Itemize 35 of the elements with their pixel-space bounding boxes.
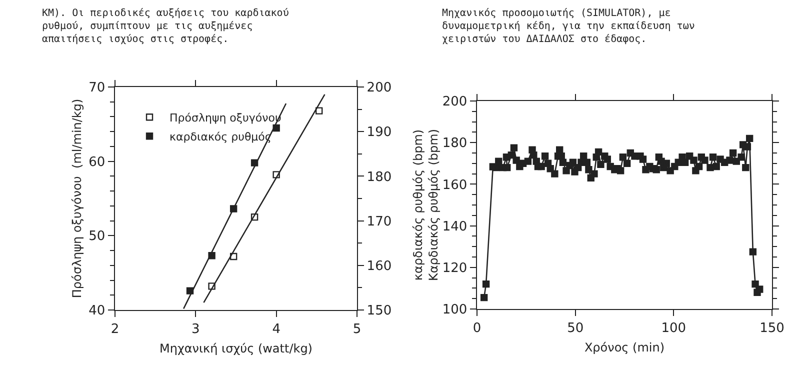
y2-tick-label: 160	[366, 258, 392, 274]
y-tick-label: 60	[88, 154, 106, 170]
x-axis-title: Χρόνος (min)	[584, 340, 665, 355]
point	[250, 213, 258, 221]
y2-tick-label: 150	[366, 304, 392, 319]
point	[208, 282, 216, 290]
y2-tick-label: 170	[366, 214, 392, 230]
x-tick-label: 3	[192, 322, 200, 337]
y-tick-label: 50	[88, 229, 106, 244]
x-tick-label: 50	[567, 320, 584, 336]
point	[230, 252, 238, 260]
y-axis-title: Πρόσληψη οξυγόνου (ml/min/kg)	[70, 98, 84, 298]
y2-tick-label: 200	[366, 80, 392, 96]
x-tick-label: 150	[760, 320, 784, 336]
point	[272, 171, 280, 178]
y-tick-label: 120	[442, 260, 468, 276]
x-axis-title: Μηχανική ισχύς (watt/kg)	[159, 342, 313, 356]
y-tick-label: 160	[442, 178, 468, 193]
text: KM). Οι περιοδικές αυξήσεις του καρδιακού ρυθμού, συμπίπτουν με τις αυξημένες απαιτήσεις ισχύος στις στροφές.	[42, 8, 289, 45]
y2-tick-label: 190	[366, 125, 392, 140]
y-tick-label: 40	[88, 304, 106, 319]
y-tick-label: 70	[88, 80, 106, 96]
y-tick-label: 100	[442, 302, 468, 318]
x-tick-label: 5	[352, 322, 362, 337]
y-axis-title: καρδιακός ρυθμός (bpm) Καρδιακός ρυθμός (bpm)	[410, 128, 440, 282]
y-tick-label: 180	[442, 136, 468, 152]
x-tick-label: 100	[661, 320, 686, 336]
y-tick-label: 200	[442, 94, 468, 110]
text: Μηχανικός προσομοιωτής (SIMULATOR), με δυναμομετρική κέδη, για την εκπαίδευση των χειριστών του ΔΑΙΔΑΛΟΣ στο έδαφος.	[442, 8, 695, 45]
x-tick-label: 2	[110, 322, 120, 337]
y2-tick-label: 180	[366, 170, 392, 185]
x-tick-label: 0	[472, 320, 482, 336]
y-tick-label: 140	[442, 219, 468, 234]
point	[315, 107, 323, 114]
x-tick-label: 4	[272, 322, 280, 337]
